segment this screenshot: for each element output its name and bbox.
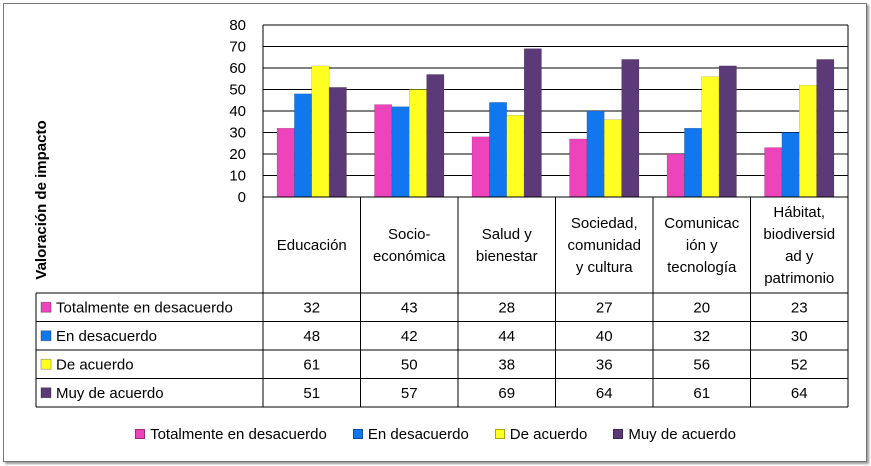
y-axis-label: Valoración de impacto [33,120,50,279]
data-label: 64 [791,385,808,402]
data-label: 42 [401,328,418,345]
bar [684,127,702,198]
chart-frame [3,3,867,462]
category-label: Hábitat, biodiversid ad y patrimonio [763,204,835,287]
data-label: 69 [498,385,515,402]
y-tick-label: 30 [229,125,246,142]
category-label: Sociedad, comunidad y cultura [568,215,641,276]
legend-label: De acuerdo [509,425,588,443]
bar [426,74,445,198]
table-legend-key [40,387,52,399]
data-label: 64 [596,385,613,402]
legend: Totalmente en desacuerdo En desacuerdo De … [0,423,871,445]
legend-item: En desacuerdo [352,425,469,443]
legend-swatch [352,429,363,439]
legend-swatch [494,429,505,439]
y-tick-label: 50 [229,82,246,99]
data-label: 57 [401,385,418,402]
legend-item: De acuerdo [494,425,588,443]
legend-label: Totalmente en desacuerdo [150,425,327,443]
category-label: Socio-económica [373,226,446,265]
data-label: 48 [303,328,320,345]
y-tick-label: 20 [229,146,246,163]
data-label: 32 [303,299,320,316]
legend-swatch [135,429,146,439]
legend-item: Muy de acuerdo [613,426,736,443]
bar [666,153,685,198]
table-row-header: En desacuerdo [56,328,157,345]
legend-swatch [613,429,624,439]
table-legend-key [40,358,52,370]
y-tick-label: 40 [229,103,246,120]
data-label: 61 [693,385,710,402]
table-row-header: Muy de acuerdo [56,385,164,402]
data-label: 28 [498,299,515,316]
legend-item: Totalmente en desacuerdo [135,426,327,443]
table-legend-key [40,301,52,313]
bar [294,93,312,198]
bar [311,65,330,198]
bar [586,110,605,198]
table-legend-key [40,330,52,342]
data-label: 44 [498,328,515,345]
data-label: 27 [596,299,613,316]
y-tick-label: 10 [229,168,246,185]
bar [506,115,525,198]
data-label: 61 [303,356,320,373]
data-label: 43 [401,299,418,316]
bar [799,84,817,198]
data-label: 38 [498,356,515,373]
table-row-header: Totalmente en desacuerdo [56,299,233,316]
data-label: 51 [303,385,320,402]
bar [471,136,490,198]
bar [569,138,588,198]
bar [604,119,622,198]
bar [489,102,507,198]
bar [781,132,800,198]
data-label: 32 [693,328,710,345]
data-label: 23 [791,299,808,316]
bar [523,48,542,198]
bar [816,59,835,198]
data-label: 56 [693,356,710,373]
bar [701,76,720,198]
bar [374,104,393,198]
data-label: 52 [791,356,808,373]
y-tick-label: 70 [229,39,246,56]
bar [409,89,427,198]
bar [718,65,737,198]
y-tick-label: 0 [238,189,246,206]
data-label: 30 [791,328,808,345]
bar [328,87,347,198]
legend-label: Muy de acuerdo [628,425,736,443]
y-tick-label: 60 [229,60,246,77]
bar [764,147,783,198]
category-label: Educación [277,237,347,254]
data-label: 40 [596,328,613,345]
data-label: 36 [596,356,613,373]
data-label: 20 [693,299,710,316]
data-label: 50 [401,356,418,373]
y-tick-label: 80 [229,17,246,34]
table-row-header: De acuerdo [56,356,134,373]
bar [621,59,640,198]
category-label: Salud y bienestar [476,226,538,265]
category-label: Comunicac ión y tecnología [664,215,740,276]
bar [276,127,295,198]
bar [391,106,410,198]
legend-label: En desacuerdo [367,425,469,443]
